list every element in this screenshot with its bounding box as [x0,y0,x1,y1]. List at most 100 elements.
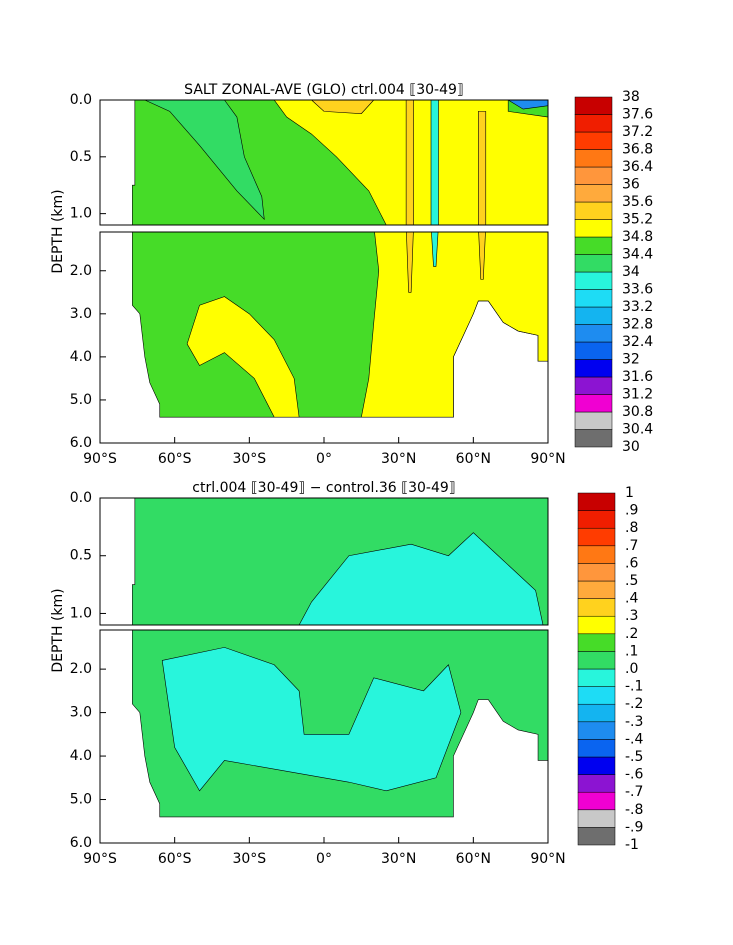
x-tick-label: 60°N [456,451,491,467]
colorbar-label: -.6 [625,767,644,783]
colorbar-label: 37.2 [622,124,653,140]
colorbar-swatch [574,289,613,308]
x-tick-label: 60°N [456,851,491,867]
colorbar-swatch [574,411,613,430]
colorbar-label: .0 [625,661,638,677]
contour-fill [186,296,300,418]
colorbar-swatch [574,201,613,220]
x-tick-label: 60°S [158,851,192,867]
colorbar-swatch [574,359,613,378]
colorbar-swatch [574,184,613,203]
colorbar-label: -.3 [625,714,643,730]
colorbar-label: 33.6 [622,282,653,298]
colorbar-swatch [577,580,616,599]
colorbar-swatch [577,703,616,723]
colorbar-swatch [577,739,616,758]
colorbar-swatch [574,131,613,150]
colorbar-swatch [574,271,613,290]
y-tick-label: 6.0 [70,435,92,451]
colorbar-label: .3 [625,608,638,624]
contour-fill [161,647,462,792]
y-tick-label: 0.5 [70,149,92,165]
colorbar-swatch [577,492,616,511]
colorbar-swatch [577,668,616,687]
contour-fill [478,111,487,280]
colorbar-label: 1 [625,485,634,501]
colorbar-swatch [577,721,616,740]
contour-fill [360,224,549,418]
colorbar-label: 32.4 [622,334,653,350]
colorbar-swatch [574,429,613,448]
colorbar-swatch [574,114,613,133]
colorbar-swatch [577,827,616,846]
colorbar-label: -.4 [625,731,644,747]
colorbar-swatch [574,219,613,238]
colorbar-swatch [574,376,613,395]
y-axis-label: DEPTH (km) [50,588,66,672]
colorbar-swatch [577,756,616,775]
colorbar-label: -.2 [625,696,643,712]
axis-break [99,225,549,232]
y-tick-label: 3.0 [70,705,92,721]
y-tick-label: 6.0 [70,835,92,851]
x-tick-label: 30°S [232,451,266,467]
colorbar-swatch [577,774,616,793]
colorbar-label: 36 [622,177,640,193]
colorbar-swatch [574,306,613,325]
y-tick-label: 4.0 [70,748,92,764]
colorbar-label: .4 [625,591,638,607]
colorbar-label: 36.8 [622,142,653,158]
x-tick-label: 30°N [381,851,416,867]
colorbar-swatch [577,809,616,828]
colorbar-label: 37.6 [622,107,653,123]
y-tick-label: 5.0 [70,792,92,808]
colorbar-swatch [574,324,613,343]
colorbar-swatch [577,563,616,582]
y-axis-label: DEPTH (km) [50,189,66,273]
x-tick-label: 0° [316,851,332,867]
y-tick-label: 4.0 [70,349,92,365]
x-tick-label: 0° [316,451,332,467]
y-tick-label: 5.0 [70,392,92,408]
colorbar-label: 34 [622,264,640,280]
y-tick-label: 3.0 [70,306,92,322]
colorbar-label: 35.2 [622,212,653,228]
colorbar-label: -.5 [625,749,643,765]
colorbar-label: 31.2 [622,387,653,403]
colorbar-label: -.7 [625,784,643,800]
contour-fill [430,99,439,267]
colorbar-label: .7 [625,538,638,554]
colorbar-label: .8 [625,520,638,536]
colorbar-swatch [577,510,616,529]
colorbar-label: 34.8 [622,229,653,245]
colorbar-swatch [574,341,613,360]
y-tick-label: 2.0 [70,661,92,677]
colorbar-label: .9 [625,503,638,519]
colorbar-swatch [574,166,613,185]
contour-fill [144,99,265,221]
y-tick-label: 0.5 [70,548,92,564]
x-tick-label: 90°N [530,851,565,867]
colorbar-label: 33.2 [622,299,653,315]
colorbar-swatch [574,394,613,413]
x-tick-label: 90°S [83,451,117,467]
frame [99,497,549,626]
frame [99,99,549,226]
colorbar-label: 32.8 [622,317,653,333]
colorbar-label: .1 [625,643,638,659]
colorbar-label: .6 [625,555,638,571]
colorbar-label: -.8 [625,802,643,818]
y-tick-label: 0.0 [70,92,92,108]
colorbar-swatch [574,149,613,168]
colorbar-swatch [577,527,616,547]
colorbar-label: 38 [622,89,640,105]
y-tick-label: 1.0 [70,206,92,222]
y-tick-label: 2.0 [70,263,92,279]
colorbar-label: 34.4 [622,247,653,263]
colorbar-label: 30.8 [622,404,653,420]
colorbar-swatch [577,615,616,635]
colorbar-swatch [577,651,616,670]
y-tick-label: 1.0 [70,605,92,621]
colorbar-label: 30 [622,439,640,455]
